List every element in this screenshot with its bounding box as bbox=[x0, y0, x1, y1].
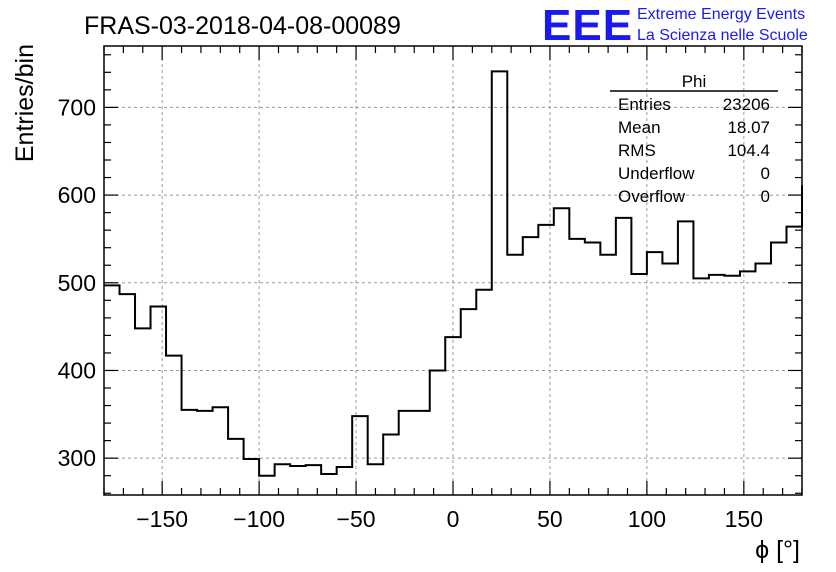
stats-value: 18.07 bbox=[727, 118, 770, 137]
tick-labels: −150 −100 −50 0 50 100 150 300 400 500 600 700 bbox=[58, 94, 763, 532]
stats-value: 104.4 bbox=[727, 141, 770, 160]
stats-box: Phi Entries 23206 Mean 18.07 RMS 104.4 U… bbox=[610, 72, 778, 206]
y-tick-label: 400 bbox=[58, 357, 96, 383]
x-tick-label: 150 bbox=[725, 506, 763, 532]
x-tick-label: −150 bbox=[136, 506, 188, 532]
x-tick-label: −50 bbox=[337, 506, 376, 532]
x-tick-label: 100 bbox=[628, 506, 666, 532]
stats-label: Underflow bbox=[618, 164, 695, 183]
x-tick-label: 50 bbox=[537, 506, 563, 532]
stats-row-overflow: Overflow 0 bbox=[618, 187, 770, 206]
y-tick-label: 600 bbox=[58, 182, 96, 208]
stats-value: 23206 bbox=[723, 95, 770, 114]
stats-title: Phi bbox=[682, 72, 707, 91]
stats-label: Mean bbox=[618, 118, 661, 137]
stats-label: Overflow bbox=[618, 187, 686, 206]
y-tick-label: 700 bbox=[58, 94, 96, 120]
histogram-series bbox=[104, 70, 803, 477]
chart-title: FRAS-03-2018-04-08-00089 bbox=[84, 12, 401, 40]
x-tick-label: 0 bbox=[447, 506, 460, 532]
stats-label: Entries bbox=[618, 95, 671, 114]
stats-label: RMS bbox=[618, 141, 656, 160]
y-tick-label: 500 bbox=[58, 270, 96, 296]
logo-line-2: La Scienza nelle Scuole bbox=[637, 27, 808, 44]
stats-row-mean: Mean 18.07 bbox=[618, 118, 770, 137]
stats-row-entries: Entries 23206 bbox=[618, 95, 770, 114]
logo-line-1: Extreme Energy Events bbox=[637, 6, 805, 23]
stats-row-rms: RMS 104.4 bbox=[618, 141, 770, 160]
axes bbox=[103, 45, 803, 496]
x-tick-label: −100 bbox=[233, 506, 285, 532]
stats-value: 0 bbox=[761, 187, 770, 206]
stats-value: 0 bbox=[761, 164, 770, 183]
y-tick-label: 300 bbox=[58, 445, 96, 471]
stats-row-underflow: Underflow 0 bbox=[618, 164, 770, 183]
grid-lines bbox=[104, 46, 802, 495]
eee-logo: EEE bbox=[542, 1, 633, 50]
x-axis-label: ϕ [°] bbox=[755, 536, 800, 564]
y-axis-label: Entries/bin bbox=[11, 44, 39, 162]
